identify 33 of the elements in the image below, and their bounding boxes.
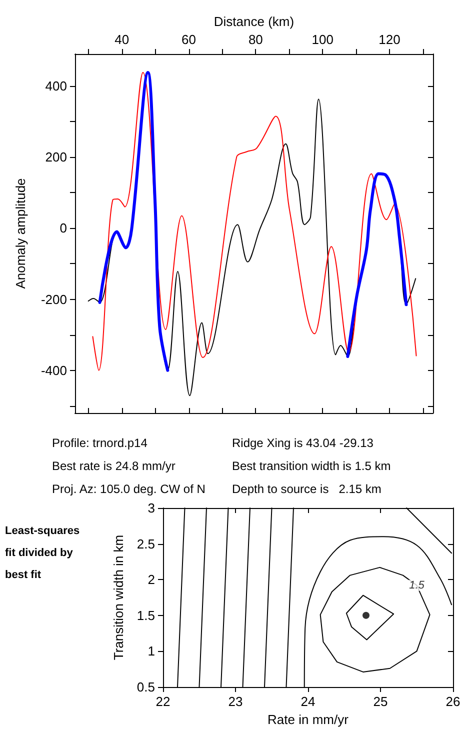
text: Profile: trnord.p14 — [52, 436, 148, 450]
y-axis-title: Anomaly amplitude — [13, 178, 28, 289]
x-tick-label: 80 — [248, 32, 263, 47]
y-tick-label: 0.5 — [136, 680, 155, 694]
x-tick-label: 23 — [228, 694, 243, 709]
y-tick-label: 200 — [45, 150, 67, 165]
x-tick-label: 60 — [182, 32, 196, 47]
text: Least-squares fit divided by best fit — [5, 524, 81, 583]
y-tick-label: 400 — [45, 78, 67, 94]
text: Ridge Xing is 43.04 -29.13 — [232, 436, 374, 450]
y-tick-label: -400 — [40, 362, 67, 378]
x-axis-title: Distance (km) — [214, 14, 294, 30]
text: Depth to source is 2.15 km — [232, 482, 382, 496]
x-axis-title: Rate in mm/yr — [268, 712, 350, 727]
y-tick-label: -200 — [40, 292, 67, 307]
x-tick-label: 26 — [446, 694, 460, 709]
annotation: 1.5 — [409, 579, 426, 592]
y-tick-label: 2 — [148, 572, 155, 588]
x-tick-label: 24 — [300, 694, 316, 709]
x-tick-label: 100 — [312, 32, 334, 47]
x-tick-label: 22 — [156, 694, 170, 709]
y-axis-title: Transition width in km — [111, 534, 126, 660]
y-tick-label: 3 — [148, 500, 155, 516]
text: Best transition width is 1.5 km — [232, 459, 391, 473]
x-tick-label: 120 — [378, 32, 400, 47]
x-tick-label: 40 — [114, 32, 130, 47]
x-tick-label: 25 — [373, 694, 388, 709]
y-tick-label: 2.5 — [136, 536, 155, 552]
text: Proj. Az: 105.0 deg. CW of N — [52, 482, 206, 496]
text: Best rate is 24.8 mm/yr — [52, 459, 176, 473]
y-tick-label: 1.5 — [136, 608, 155, 623]
y-tick-label: 0 — [60, 220, 67, 236]
y-tick-label: 1 — [148, 644, 155, 659]
